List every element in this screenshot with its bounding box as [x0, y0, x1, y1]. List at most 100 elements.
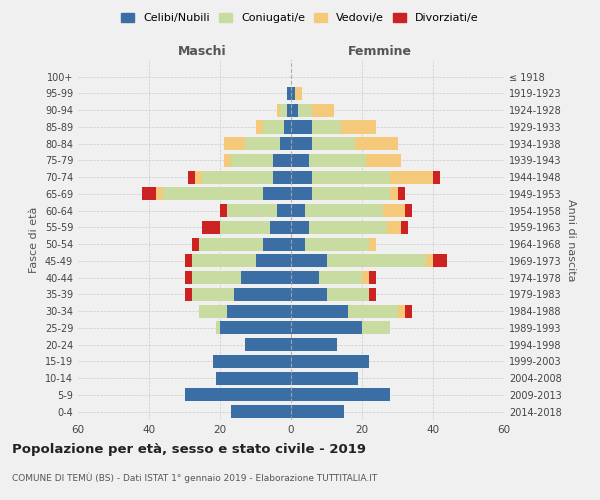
Bar: [365, 154, 401, 167]
Bar: [191, 271, 241, 284]
Bar: [191, 254, 256, 268]
Bar: [326, 254, 426, 268]
Bar: [270, 221, 291, 234]
Bar: [355, 137, 398, 150]
Bar: [341, 120, 376, 134]
Bar: [305, 238, 369, 250]
Bar: [213, 355, 291, 368]
Bar: [313, 170, 391, 183]
Bar: [362, 271, 369, 284]
Bar: [291, 104, 298, 117]
Bar: [391, 170, 433, 183]
Bar: [273, 170, 291, 183]
Bar: [291, 288, 326, 301]
Bar: [291, 388, 391, 402]
Bar: [398, 188, 404, 200]
Bar: [398, 304, 404, 318]
Bar: [313, 104, 334, 117]
Bar: [156, 188, 163, 200]
Bar: [305, 204, 383, 217]
Bar: [369, 288, 376, 301]
Bar: [191, 238, 199, 250]
Bar: [291, 170, 313, 183]
Bar: [309, 154, 365, 167]
Bar: [280, 104, 287, 117]
Bar: [433, 254, 447, 268]
Bar: [202, 170, 273, 183]
Bar: [426, 254, 433, 268]
Bar: [234, 288, 291, 301]
Bar: [199, 304, 227, 318]
Text: Popolazione per età, sesso e stato civile - 2019: Popolazione per età, sesso e stato civil…: [12, 442, 366, 456]
Bar: [291, 254, 326, 268]
Bar: [291, 238, 305, 250]
Bar: [185, 288, 191, 301]
Bar: [199, 238, 263, 250]
Bar: [291, 137, 313, 150]
Bar: [291, 372, 358, 384]
Bar: [227, 304, 291, 318]
Bar: [185, 271, 191, 284]
Bar: [256, 120, 263, 134]
Bar: [245, 338, 291, 351]
Bar: [280, 137, 291, 150]
Bar: [202, 221, 220, 234]
Bar: [404, 204, 412, 217]
Bar: [217, 322, 220, 334]
Bar: [263, 120, 284, 134]
Bar: [291, 154, 309, 167]
Bar: [163, 188, 263, 200]
Bar: [313, 137, 355, 150]
Text: COMUNE DI TEMÙ (BS) - Dati ISTAT 1° gennaio 2019 - Elaborazione TUTTITALIA.IT: COMUNE DI TEMÙ (BS) - Dati ISTAT 1° genn…: [12, 472, 377, 483]
Bar: [195, 170, 202, 183]
Bar: [277, 104, 280, 117]
Bar: [348, 304, 398, 318]
Bar: [273, 154, 291, 167]
Bar: [241, 271, 291, 284]
Bar: [220, 221, 270, 234]
Bar: [291, 87, 295, 100]
Bar: [391, 188, 398, 200]
Bar: [387, 221, 401, 234]
Bar: [291, 221, 309, 234]
Bar: [291, 120, 313, 134]
Bar: [291, 355, 369, 368]
Bar: [230, 405, 291, 418]
Bar: [362, 322, 391, 334]
Bar: [287, 104, 291, 117]
Bar: [185, 254, 191, 268]
Bar: [217, 372, 291, 384]
Bar: [287, 87, 291, 100]
Bar: [319, 271, 362, 284]
Bar: [298, 104, 313, 117]
Bar: [291, 188, 313, 200]
Bar: [295, 87, 302, 100]
Bar: [284, 120, 291, 134]
Legend: Celibi/Nubili, Coniugati/e, Vedovi/e, Divorziati/e: Celibi/Nubili, Coniugati/e, Vedovi/e, Di…: [119, 10, 481, 26]
Bar: [230, 154, 273, 167]
Bar: [404, 304, 412, 318]
Bar: [313, 188, 391, 200]
Bar: [220, 204, 227, 217]
Bar: [227, 204, 277, 217]
Bar: [256, 254, 291, 268]
Bar: [191, 288, 234, 301]
Text: Femmine: Femmine: [348, 46, 412, 59]
Bar: [291, 304, 348, 318]
Bar: [309, 221, 387, 234]
Bar: [433, 170, 440, 183]
Bar: [245, 137, 280, 150]
Bar: [188, 170, 195, 183]
Bar: [224, 154, 230, 167]
Bar: [185, 388, 291, 402]
Bar: [401, 221, 408, 234]
Bar: [369, 271, 376, 284]
Bar: [291, 322, 362, 334]
Bar: [142, 188, 156, 200]
Bar: [263, 238, 291, 250]
Text: Maschi: Maschi: [178, 46, 227, 59]
Bar: [224, 137, 245, 150]
Bar: [220, 322, 291, 334]
Bar: [291, 338, 337, 351]
Bar: [291, 204, 305, 217]
